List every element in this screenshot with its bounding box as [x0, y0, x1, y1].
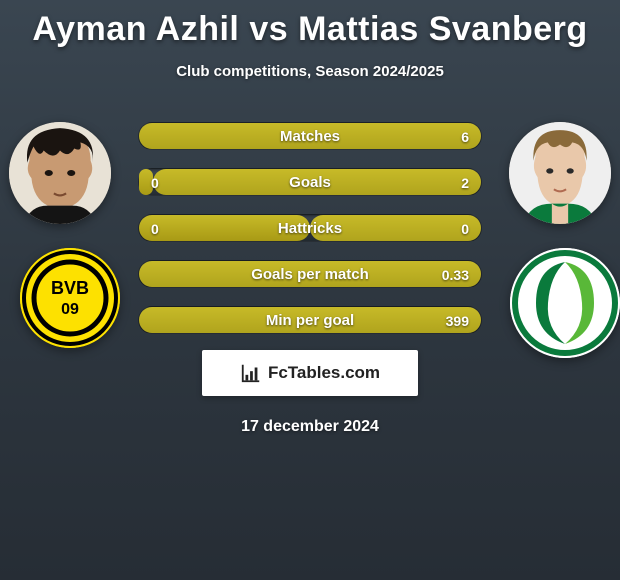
stat-fill-right	[139, 261, 481, 287]
player-right-avatar	[509, 122, 611, 224]
player-left-avatar	[9, 122, 111, 224]
title-player-right: Mattias Svanberg	[298, 10, 588, 48]
date-text: 17 december 2024	[0, 418, 620, 436]
stat-row: Matches6	[138, 122, 482, 150]
stat-fill-left	[139, 215, 310, 241]
chart-icon	[240, 362, 262, 384]
stat-row: Goals per match0.33	[138, 260, 482, 288]
stat-fill-right	[139, 307, 481, 333]
stat-fill-right	[153, 169, 481, 195]
page-title: Ayman Azhil vs Mattias Svanberg	[0, 0, 620, 49]
title-player-left: Ayman Azhil	[32, 10, 239, 48]
comparison-panel: BVB 09 W Matches6 Goals02 Hattricks00 Goals…	[0, 110, 620, 350]
player-right-club-logo: W	[510, 248, 620, 358]
stat-bars: Matches6 Goals02 Hattricks00 Goals per matc…	[138, 122, 482, 352]
svg-text:W: W	[555, 290, 576, 315]
title-vs: vs	[249, 10, 288, 48]
stat-row: Goals02	[138, 168, 482, 196]
brand-text: FcTables.com	[268, 363, 380, 383]
stat-fill-right	[310, 215, 481, 241]
stat-fill-right	[139, 123, 481, 149]
stat-row: Min per goal399	[138, 306, 482, 334]
subtitle: Club competitions, Season 2024/2025	[0, 63, 620, 80]
stat-row: Hattricks00	[138, 214, 482, 242]
player-left-club-logo: BVB 09	[20, 248, 120, 348]
stat-fill-left	[139, 169, 153, 195]
svg-text:BVB: BVB	[51, 278, 89, 298]
brand-box: FcTables.com	[202, 350, 418, 396]
svg-text:09: 09	[61, 301, 79, 318]
